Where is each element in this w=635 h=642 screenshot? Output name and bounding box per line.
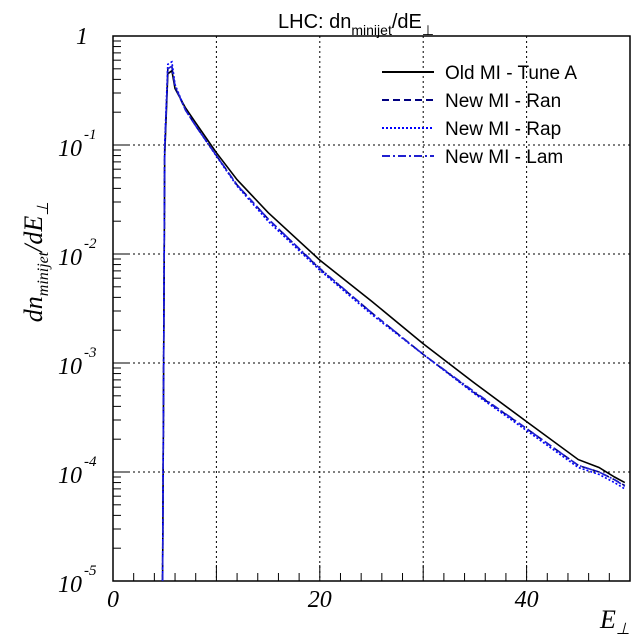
chart-title-main: LHC: dn (278, 11, 351, 33)
chart-title-tail: /dE (392, 11, 422, 33)
y-tick-label: 10 (58, 245, 82, 271)
y-axis-title-main: dn (19, 296, 48, 322)
x-tick-label: 20 (308, 587, 332, 613)
axis-ticks (112, 40, 631, 582)
series-line-2 (161, 65, 626, 582)
series-group (161, 60, 626, 582)
x-axis-title-sub: ⊥ (616, 621, 630, 638)
y-tick-exponent: -1 (84, 127, 97, 143)
chart-title: LHC: dnminijet/dE⊥ (278, 11, 434, 38)
y-tick-label: 10 (58, 572, 82, 598)
y-axis-title: dnminijet/dE⊥ (19, 202, 52, 322)
legend: Old MI - Tune A New MI - Ran New MI - Rap N… (382, 63, 577, 168)
legend-label-3: New MI - Rap (445, 119, 561, 140)
y-tick-label: 10 (58, 136, 82, 162)
plot-frame (112, 35, 631, 582)
series-line-3 (161, 60, 626, 582)
y-tick-label: 1 (76, 24, 88, 50)
y-tick-exponent: -2 (84, 236, 97, 252)
y-axis-title-sub: minijet (35, 251, 52, 296)
y-axis-title-tail: /dE (19, 216, 48, 254)
legend-label-1: Old MI - Tune A (445, 63, 577, 84)
x-tick-label: 0 (107, 587, 119, 613)
y-axis-title-tail-sub: ⊥ (35, 202, 52, 216)
y-tick-label: 10 (58, 463, 82, 489)
chart-title-sub: minijet (351, 22, 392, 38)
series-line-4 (161, 64, 626, 582)
x-tick-label: 40 (515, 587, 539, 613)
chart-title-tail-sub: ⊥ (422, 22, 434, 38)
y-tick-label: 10 (58, 354, 82, 380)
y-tick-exponent: -5 (84, 563, 97, 579)
legend-label-4: New MI - Lam (445, 147, 563, 168)
y-tick-exponent: -4 (84, 454, 97, 470)
y-tick-exponent: -3 (84, 345, 97, 361)
x-axis-title-main: E (599, 605, 616, 634)
x-axis-title: E⊥ (599, 605, 630, 638)
legend-label-2: New MI - Ran (445, 91, 561, 112)
grid (113, 36, 630, 581)
